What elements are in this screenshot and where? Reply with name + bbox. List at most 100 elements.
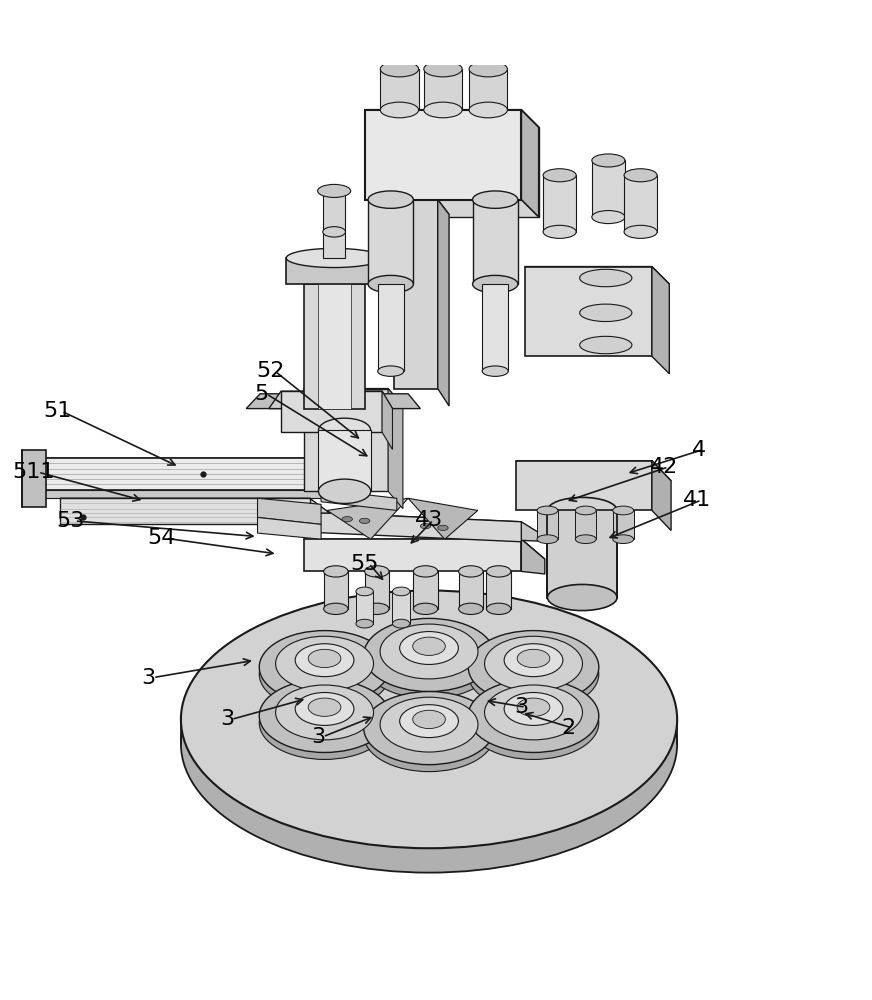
Polygon shape [548,510,617,598]
Polygon shape [424,69,462,110]
Polygon shape [624,175,657,232]
Polygon shape [303,389,403,406]
Ellipse shape [537,506,558,515]
Polygon shape [382,391,392,450]
Text: 53: 53 [56,511,85,531]
Ellipse shape [259,679,390,752]
Polygon shape [303,539,545,559]
Polygon shape [269,391,392,409]
Ellipse shape [469,61,508,77]
Text: 3: 3 [220,709,234,729]
Polygon shape [303,389,388,491]
Ellipse shape [276,685,373,740]
Ellipse shape [399,705,459,738]
Polygon shape [323,191,345,232]
Ellipse shape [342,517,352,522]
Ellipse shape [259,686,390,759]
Ellipse shape [364,625,494,698]
Polygon shape [303,284,364,409]
Ellipse shape [504,692,563,725]
Ellipse shape [613,506,634,515]
Ellipse shape [364,698,494,772]
Ellipse shape [380,624,478,679]
Text: 3: 3 [311,727,325,747]
Ellipse shape [392,587,410,596]
Polygon shape [368,200,413,284]
Ellipse shape [517,698,550,716]
Text: 42: 42 [650,457,678,477]
Text: 4: 4 [691,440,706,460]
Ellipse shape [576,535,596,544]
Polygon shape [286,258,382,284]
Polygon shape [356,591,373,624]
Polygon shape [487,571,511,609]
Ellipse shape [459,603,483,614]
Ellipse shape [380,61,419,77]
Polygon shape [413,571,438,609]
Ellipse shape [487,603,511,614]
Ellipse shape [286,248,382,268]
Ellipse shape [624,169,657,182]
Polygon shape [525,267,652,356]
Polygon shape [394,200,449,214]
Polygon shape [516,461,671,481]
Ellipse shape [364,618,494,692]
Polygon shape [482,284,508,371]
Ellipse shape [259,638,390,711]
Polygon shape [36,458,344,476]
Ellipse shape [324,566,348,577]
Polygon shape [321,490,397,510]
Text: 43: 43 [415,510,443,530]
Ellipse shape [580,304,632,322]
Text: 55: 55 [351,554,378,574]
Polygon shape [652,461,671,530]
Text: 3: 3 [141,668,156,688]
Polygon shape [392,591,410,624]
Ellipse shape [548,497,617,524]
Ellipse shape [308,649,341,668]
Polygon shape [438,200,449,406]
Ellipse shape [468,686,599,759]
Ellipse shape [364,566,389,577]
Ellipse shape [459,566,483,577]
Ellipse shape [413,603,438,614]
Polygon shape [576,510,596,539]
Ellipse shape [317,184,351,197]
Ellipse shape [543,225,576,238]
Polygon shape [364,110,521,200]
Polygon shape [257,517,321,539]
Ellipse shape [469,102,508,118]
Polygon shape [318,284,351,409]
Text: 511: 511 [12,462,55,482]
Ellipse shape [424,61,462,77]
Polygon shape [364,110,539,127]
Polygon shape [521,539,545,574]
Polygon shape [318,430,371,491]
Polygon shape [36,490,321,498]
Polygon shape [270,510,554,542]
Polygon shape [388,389,403,509]
Polygon shape [378,284,404,371]
Ellipse shape [324,603,348,614]
Ellipse shape [412,637,446,655]
Ellipse shape [380,697,478,752]
Polygon shape [521,110,539,217]
Polygon shape [281,391,382,432]
Ellipse shape [412,710,446,729]
Ellipse shape [181,615,678,873]
Ellipse shape [368,191,413,208]
Ellipse shape [468,631,599,704]
Polygon shape [473,200,518,284]
Text: 51: 51 [43,401,72,421]
Polygon shape [324,571,348,609]
Polygon shape [303,539,521,571]
Ellipse shape [438,525,448,530]
Ellipse shape [576,506,596,515]
Ellipse shape [592,154,625,167]
Ellipse shape [548,584,617,611]
Ellipse shape [318,418,371,443]
Polygon shape [408,498,478,539]
Ellipse shape [485,685,582,740]
Polygon shape [380,69,419,110]
Ellipse shape [318,479,371,503]
